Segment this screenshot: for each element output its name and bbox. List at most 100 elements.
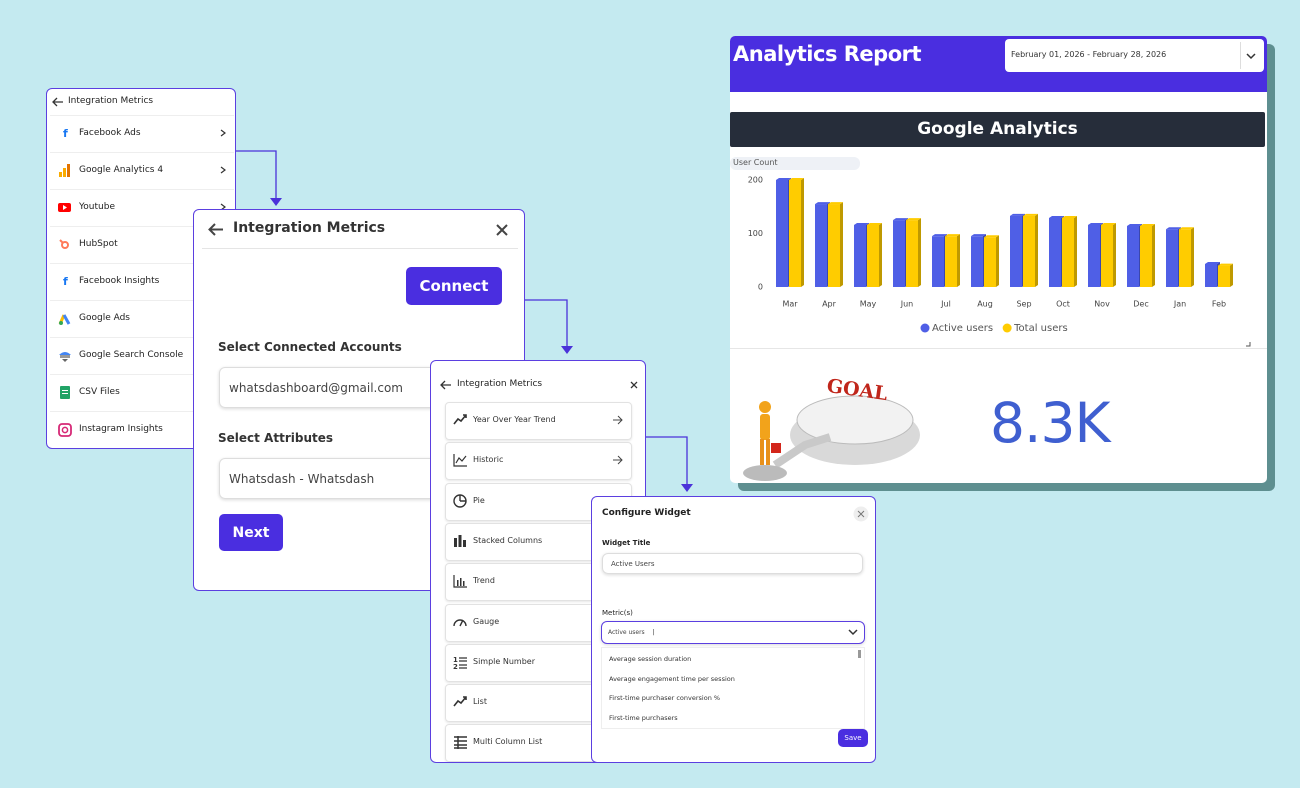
bar-side (1113, 222, 1116, 287)
metric-option[interactable]: Average engagement time per session (609, 674, 735, 683)
cursor: | (652, 629, 655, 636)
integration-name: Facebook Insights (79, 276, 160, 286)
widget-title-input[interactable]: Active Users (602, 553, 863, 574)
widget-name: List (473, 697, 487, 707)
report-title: Analytics Report (733, 42, 922, 66)
metric-option[interactable]: First-time purchasers (609, 714, 678, 723)
bar (1166, 229, 1178, 287)
svg-text:f: f (63, 275, 68, 288)
y-tick-label: 100 (748, 229, 763, 238)
widget-name: Gauge (473, 616, 500, 626)
integration-icon: f (63, 127, 68, 140)
axis-label-bg (730, 157, 860, 170)
back-icon[interactable] (208, 223, 224, 236)
bar-top (1049, 215, 1064, 218)
back-icon[interactable] (52, 97, 64, 107)
svg-text:2: 2 (453, 663, 458, 670)
x-tick-label: Feb (1212, 300, 1226, 309)
bar (1101, 224, 1113, 287)
bar-top (1062, 215, 1077, 218)
panel-title: Integration Metrics (68, 96, 154, 106)
bar-side (879, 222, 882, 287)
next-button[interactable]: Next (219, 514, 283, 551)
connect-button[interactable]: Connect (406, 267, 502, 305)
x-tick-label: Jun (900, 300, 914, 309)
bar-top (945, 234, 960, 237)
bar (1088, 224, 1100, 287)
integration-name: Google Search Console (79, 350, 184, 360)
list-row[interactable] (50, 411, 234, 448)
date-range-select[interactable] (1005, 39, 1264, 72)
list-row[interactable] (50, 374, 234, 411)
x-tick-label: Jul (940, 300, 951, 309)
integration-name: CSV Files (79, 387, 120, 397)
section-header (730, 112, 1265, 147)
list-row[interactable] (50, 300, 234, 337)
panel-title: Integration Metrics (457, 379, 543, 389)
bar-side (1074, 215, 1077, 287)
list-row[interactable] (50, 189, 234, 226)
close-icon[interactable] (853, 506, 869, 522)
bar (776, 180, 788, 287)
list-row[interactable] (50, 152, 234, 189)
widget-name: Historic (473, 455, 504, 465)
chevron-icon (220, 166, 226, 174)
widget-name: Simple Number (473, 656, 535, 666)
x-tick-label: Oct (1056, 300, 1070, 309)
field-label: Select Attributes (218, 431, 334, 445)
bar-top (789, 178, 804, 180)
close-icon[interactable] (496, 224, 508, 236)
bar-side (996, 235, 999, 287)
bar-side (1152, 224, 1155, 287)
bar (1218, 265, 1230, 287)
bar (1023, 215, 1035, 287)
widget-icon (453, 493, 467, 508)
scrollbar (858, 650, 861, 658)
divider (202, 248, 518, 249)
list-row[interactable] (50, 337, 234, 374)
list-row[interactable] (50, 226, 234, 263)
dropdown-icon[interactable] (848, 628, 858, 636)
widget-name: Year Over Year Trend (473, 415, 556, 424)
widget-option[interactable] (445, 402, 632, 440)
dropdown-icon[interactable] (1246, 52, 1256, 60)
bar-top (971, 234, 986, 237)
metric-select[interactable]: Active users | (601, 621, 865, 644)
metric-option[interactable]: Average session duration (609, 655, 692, 663)
bar (789, 180, 801, 287)
widget-option[interactable] (445, 442, 632, 481)
bar-top (1166, 227, 1181, 230)
widget-icon (454, 534, 466, 547)
y-tick-label: 200 (748, 176, 763, 185)
bar (1062, 217, 1074, 287)
metric-option[interactable]: First-time purchaser conversion % (609, 694, 721, 703)
bar-side (918, 218, 921, 287)
bar (932, 236, 944, 287)
section-title: Google Analytics (917, 119, 1078, 139)
bar-top (906, 218, 921, 221)
arrow-icon (613, 455, 623, 465)
bar-top (1023, 213, 1038, 216)
bar-top (1010, 213, 1025, 216)
list-row[interactable] (50, 115, 234, 152)
integration-name: Google Analytics 4 (79, 165, 164, 175)
integration-name: Instagram Insights (79, 424, 163, 434)
widget-icon (453, 454, 467, 467)
save-button[interactable]: Save (838, 729, 868, 747)
connector (235, 150, 277, 200)
field-label: Widget Title (602, 539, 651, 547)
resize-handle (1246, 342, 1251, 347)
bar (854, 224, 866, 287)
svg-text:1: 1 (453, 656, 458, 664)
divider (730, 348, 1267, 349)
x-tick-label: Apr (822, 300, 837, 309)
bar (971, 236, 983, 287)
list-row[interactable] (50, 263, 234, 300)
legend-label: Active users (932, 323, 993, 334)
close-icon[interactable] (630, 381, 638, 389)
x-tick-label: Jan (1173, 300, 1186, 309)
back-icon[interactable] (440, 380, 452, 390)
divider (1240, 42, 1241, 69)
bar-side (957, 234, 960, 287)
